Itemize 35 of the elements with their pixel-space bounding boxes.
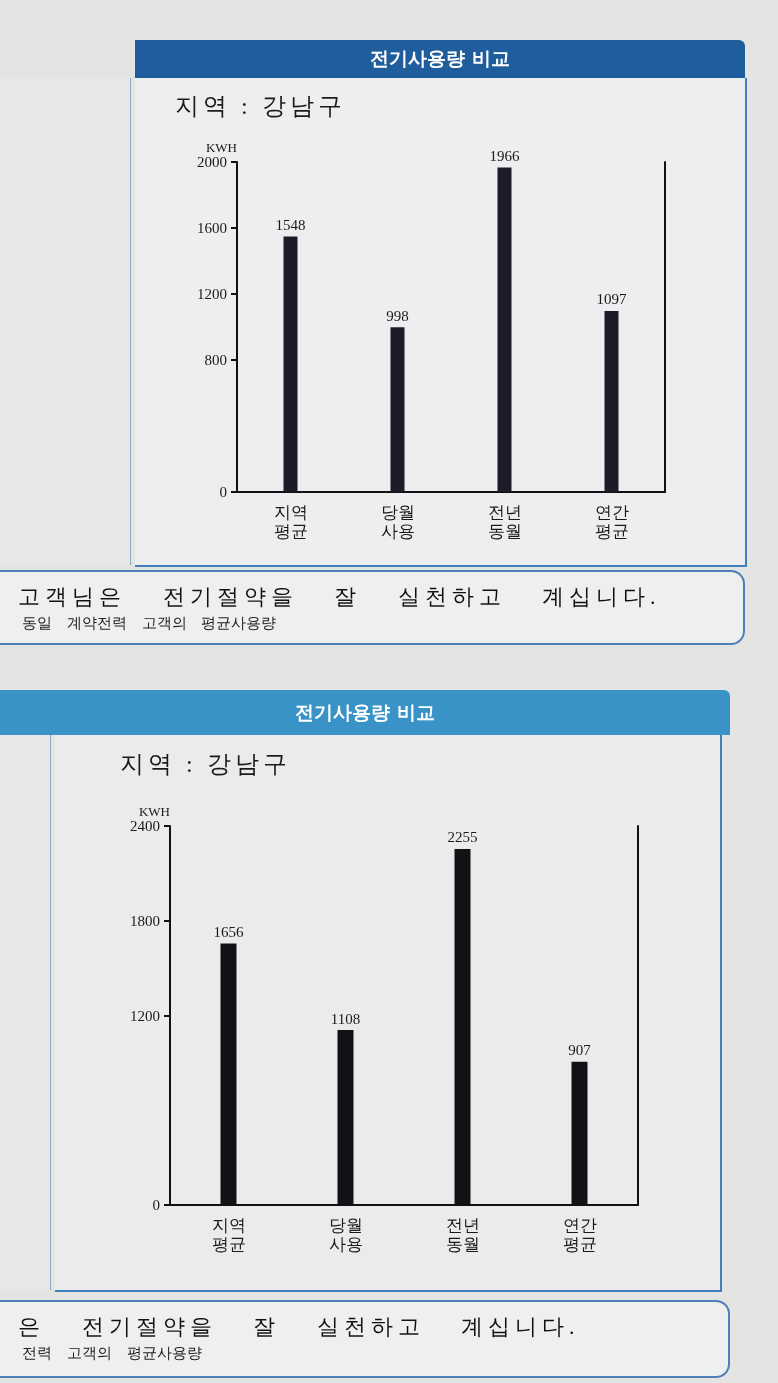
y-axis-title: KWH [138, 804, 170, 819]
data-label: 1656 [213, 923, 244, 940]
y-axis-title: KWH [205, 140, 237, 155]
x-tick-label: 지역 평균 [273, 501, 308, 541]
y-tick-label: 1200 [130, 1007, 160, 1024]
x-tick-label: 당월 사용 [380, 501, 415, 541]
data-label: 998 [386, 307, 409, 324]
x-tick-label: 지역 평균 [211, 1214, 246, 1254]
chart-subtitle: 지역 : 강남구 [175, 92, 346, 121]
bar [390, 327, 405, 492]
bar [497, 167, 512, 492]
data-label: 1966 [489, 148, 520, 165]
x-tick-label: 연간 평균 [594, 501, 629, 541]
y-tick-label: 0 [219, 484, 227, 500]
x-tick-label: 당월 사용 [328, 1214, 363, 1254]
y-tick-label: 2400 [130, 818, 160, 834]
y-tick-label: 1200 [197, 286, 227, 302]
y-tick-label: 1600 [197, 220, 227, 236]
y-tick-label: 1800 [130, 912, 160, 929]
data-label: 2255 [447, 829, 478, 846]
data-label: 1097 [596, 291, 627, 308]
data-label: 1548 [275, 217, 306, 234]
x-tick-label: 연간 평균 [562, 1214, 597, 1254]
bar [283, 236, 298, 492]
y-tick-label: 2000 [197, 154, 227, 170]
x-tick-label: 전년 동월 [487, 501, 522, 541]
x-tick-label: 전년 동월 [445, 1214, 480, 1254]
chart-title: 전기사용량 비교 [370, 46, 510, 71]
y-tick-label: 800 [204, 352, 227, 368]
chart-title: 전기사용량 비교 [295, 699, 435, 725]
bar [604, 311, 619, 492]
chart-subtitle: 지역 : 강남구 [120, 750, 291, 779]
data-label: 1108 [330, 1010, 361, 1027]
data-label: 907 [568, 1042, 592, 1059]
y-tick-label: 0 [152, 1197, 160, 1213]
